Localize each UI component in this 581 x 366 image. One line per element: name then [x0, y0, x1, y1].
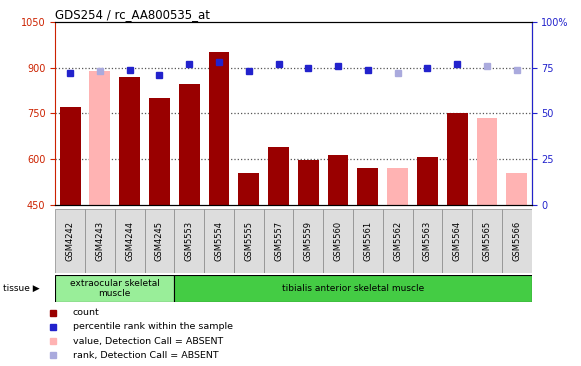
Bar [323, 209, 353, 273]
Text: GSM5557: GSM5557 [274, 221, 283, 261]
Text: rank, Detection Call = ABSENT: rank, Detection Call = ABSENT [73, 351, 218, 360]
Bar [387, 168, 408, 205]
Bar [383, 209, 413, 273]
Bar [472, 209, 502, 273]
Bar [328, 154, 349, 205]
Text: GSM4243: GSM4243 [95, 221, 105, 261]
Bar [442, 209, 472, 273]
Bar [179, 85, 200, 205]
Text: GSM5562: GSM5562 [393, 221, 402, 261]
Bar [209, 52, 229, 205]
Bar [417, 157, 438, 205]
Bar [174, 274, 532, 302]
Text: GSM4242: GSM4242 [66, 221, 74, 261]
Bar [115, 209, 145, 273]
Text: GSM4244: GSM4244 [125, 221, 134, 261]
Bar [506, 173, 527, 205]
Bar [55, 274, 174, 302]
Text: count: count [73, 308, 99, 317]
Bar [145, 209, 174, 273]
Text: GSM5553: GSM5553 [185, 221, 193, 261]
Bar [238, 173, 259, 205]
Text: percentile rank within the sample: percentile rank within the sample [73, 322, 233, 331]
Text: value, Detection Call = ABSENT: value, Detection Call = ABSENT [73, 337, 223, 346]
Text: GSM5560: GSM5560 [333, 221, 343, 261]
Text: GSM5565: GSM5565 [482, 221, 492, 261]
Text: GSM5566: GSM5566 [512, 221, 521, 261]
Bar [119, 77, 140, 205]
Text: tissue ▶: tissue ▶ [3, 284, 40, 293]
Bar [204, 209, 234, 273]
Text: GDS254 / rc_AA800535_at: GDS254 / rc_AA800535_at [55, 8, 210, 21]
Bar [55, 209, 85, 273]
Bar [268, 147, 289, 205]
Text: GSM5554: GSM5554 [214, 221, 224, 261]
Bar [85, 209, 115, 273]
Bar [234, 209, 264, 273]
Text: GSM5561: GSM5561 [363, 221, 372, 261]
Bar [89, 71, 110, 205]
Bar [293, 209, 323, 273]
Text: tibialis anterior skeletal muscle: tibialis anterior skeletal muscle [282, 284, 424, 293]
Text: GSM4245: GSM4245 [155, 221, 164, 261]
Bar [413, 209, 442, 273]
Bar [60, 107, 81, 205]
Bar [447, 113, 468, 205]
Text: GSM5559: GSM5559 [304, 221, 313, 261]
Bar [149, 98, 170, 205]
Bar [264, 209, 293, 273]
Text: GSM5563: GSM5563 [423, 221, 432, 261]
Bar [174, 209, 204, 273]
Bar [476, 118, 497, 205]
Bar [357, 168, 378, 205]
Text: GSM5555: GSM5555 [244, 221, 253, 261]
Bar [298, 160, 319, 205]
Text: extraocular skeletal
muscle: extraocular skeletal muscle [70, 279, 160, 298]
Bar [502, 209, 532, 273]
Text: GSM5564: GSM5564 [453, 221, 462, 261]
Bar [353, 209, 383, 273]
